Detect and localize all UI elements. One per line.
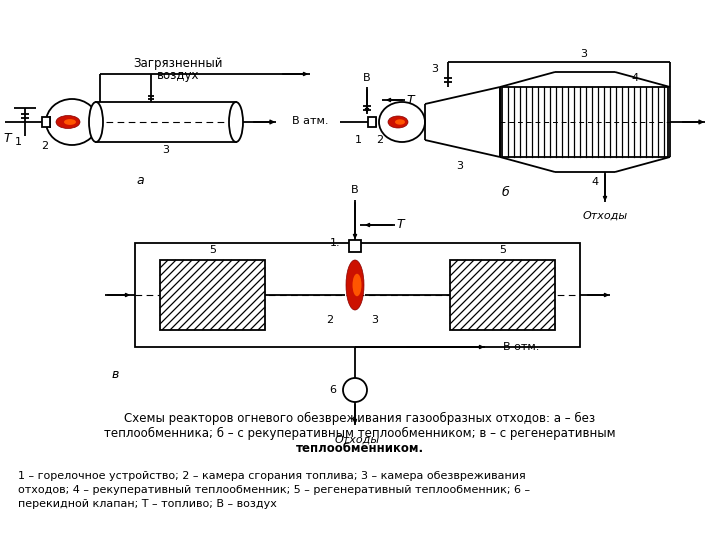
Text: отходов; 4 – рекуперативный теплообменник; 5 – регенеративный теплообменник; 6 –: отходов; 4 – рекуперативный теплообменни… <box>18 485 530 495</box>
Text: а: а <box>136 173 144 186</box>
Text: 3: 3 <box>456 161 464 171</box>
Bar <box>42 117 50 127</box>
Bar <box>368 117 376 127</box>
Text: 6: 6 <box>330 385 336 395</box>
Ellipse shape <box>89 102 103 142</box>
Text: В: В <box>351 185 359 195</box>
Text: перекидной клапан; Т – топливо; В – воздух: перекидной клапан; Т – топливо; В – возд… <box>18 499 277 509</box>
Bar <box>135 243 580 347</box>
Text: 3: 3 <box>580 49 588 59</box>
Text: Т: Т <box>396 219 404 232</box>
Text: 1.: 1. <box>330 238 341 248</box>
Bar <box>349 240 361 252</box>
Ellipse shape <box>379 102 425 142</box>
Text: Т: Т <box>3 132 11 145</box>
Text: В атм.: В атм. <box>292 116 328 126</box>
Text: 3: 3 <box>163 145 169 155</box>
Text: Схемы реакторов огневого обезвреживания газообразных отходов: а – без: Схемы реакторов огневого обезвреживания … <box>125 411 595 424</box>
Circle shape <box>343 378 367 402</box>
Text: 2: 2 <box>42 141 48 151</box>
Text: б: б <box>501 186 509 199</box>
Ellipse shape <box>353 274 361 296</box>
Text: В отм.: В отм. <box>503 342 539 352</box>
Text: Отходы: Отходы <box>582 211 628 221</box>
Text: 5: 5 <box>209 245 216 255</box>
Text: 4: 4 <box>631 73 639 83</box>
Text: 1: 1 <box>354 135 361 145</box>
Ellipse shape <box>346 260 364 310</box>
Ellipse shape <box>64 119 76 125</box>
Ellipse shape <box>388 116 408 128</box>
Text: в: в <box>112 368 119 381</box>
Text: 5: 5 <box>499 245 506 255</box>
Ellipse shape <box>229 102 243 142</box>
Bar <box>160 260 265 330</box>
Text: 3: 3 <box>431 64 438 74</box>
Text: Загрязненный: Загрязненный <box>133 57 222 71</box>
Text: 1: 1 <box>14 137 22 147</box>
Text: Отходы: Отходы <box>334 435 379 445</box>
Bar <box>450 260 555 330</box>
Text: теплообменника; б – с рекуперативным теплообменником; в – с регенеративным: теплообменника; б – с рекуперативным теп… <box>104 427 616 440</box>
Text: воздух: воздух <box>157 70 199 83</box>
Text: Т: Т <box>406 93 414 106</box>
Bar <box>96 102 236 142</box>
Ellipse shape <box>46 99 98 145</box>
Text: 1 – горелочное устройство; 2 – камера сгорания топлива; 3 – камера обезвреживани: 1 – горелочное устройство; 2 – камера сг… <box>18 471 526 481</box>
Text: 4: 4 <box>591 177 598 187</box>
Ellipse shape <box>395 119 405 125</box>
Ellipse shape <box>56 116 80 129</box>
Bar <box>502 87 668 157</box>
Text: В: В <box>363 73 371 83</box>
Text: 3: 3 <box>372 315 379 325</box>
Text: 2: 2 <box>377 135 384 145</box>
Text: 2: 2 <box>326 315 333 325</box>
Text: теплообменником.: теплообменником. <box>296 442 424 455</box>
